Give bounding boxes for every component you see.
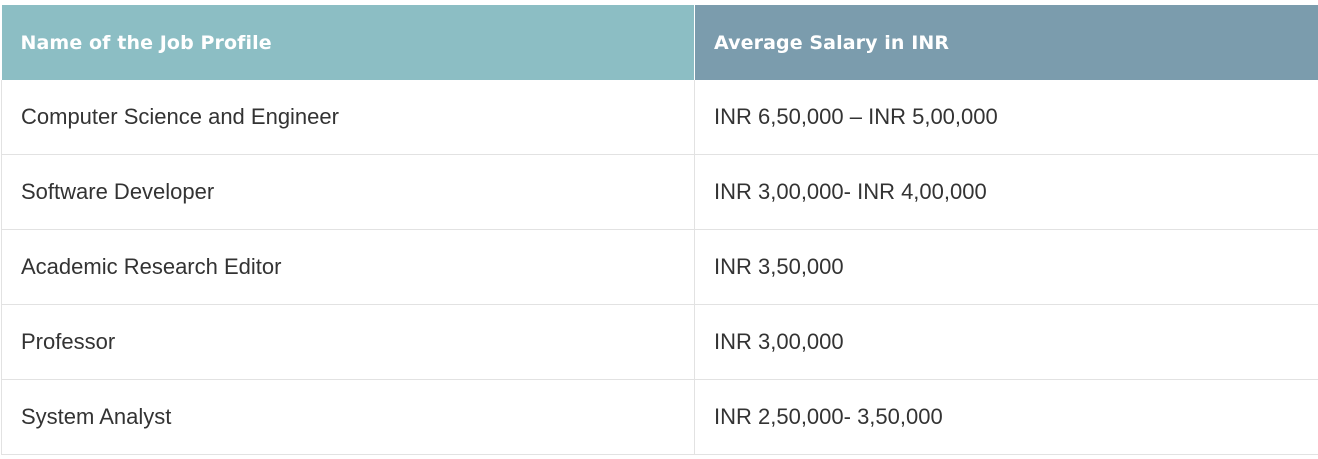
salary-table: Name of the Job Profile Average Salary i… bbox=[1, 5, 1318, 455]
job-profile-cell: Computer Science and Engineer bbox=[1, 80, 695, 155]
header-row: Name of the Job Profile Average Salary i… bbox=[1, 5, 1318, 80]
job-profile-cell: Academic Research Editor bbox=[1, 229, 695, 305]
job-profile-cell: Professor bbox=[1, 304, 695, 380]
table-row: Computer Science and Engineer INR 6,50,0… bbox=[1, 80, 1318, 155]
table-row: System Analyst INR 2,50,000- 3,50,000 bbox=[1, 379, 1318, 455]
table-row: Academic Research Editor INR 3,50,000 bbox=[1, 229, 1318, 305]
table-header: Name of the Job Profile Average Salary i… bbox=[1, 5, 1318, 80]
header-average-salary: Average Salary in INR bbox=[694, 5, 1318, 80]
table-body: Computer Science and Engineer INR 6,50,0… bbox=[1, 80, 1318, 455]
table-row: Professor INR 3,00,000 bbox=[1, 304, 1318, 380]
job-profile-cell: Software Developer bbox=[1, 154, 695, 230]
salary-cell: INR 3,00,000 bbox=[694, 304, 1318, 380]
salary-cell: INR 6,50,000 – INR 5,00,000 bbox=[694, 80, 1318, 155]
header-job-profile: Name of the Job Profile bbox=[1, 5, 695, 80]
salary-cell: INR 2,50,000- 3,50,000 bbox=[694, 379, 1318, 455]
job-profile-cell: System Analyst bbox=[1, 379, 695, 455]
salary-cell: INR 3,00,000- INR 4,00,000 bbox=[694, 154, 1318, 230]
table-row: Software Developer INR 3,00,000- INR 4,0… bbox=[1, 154, 1318, 230]
salary-cell: INR 3,50,000 bbox=[694, 229, 1318, 305]
